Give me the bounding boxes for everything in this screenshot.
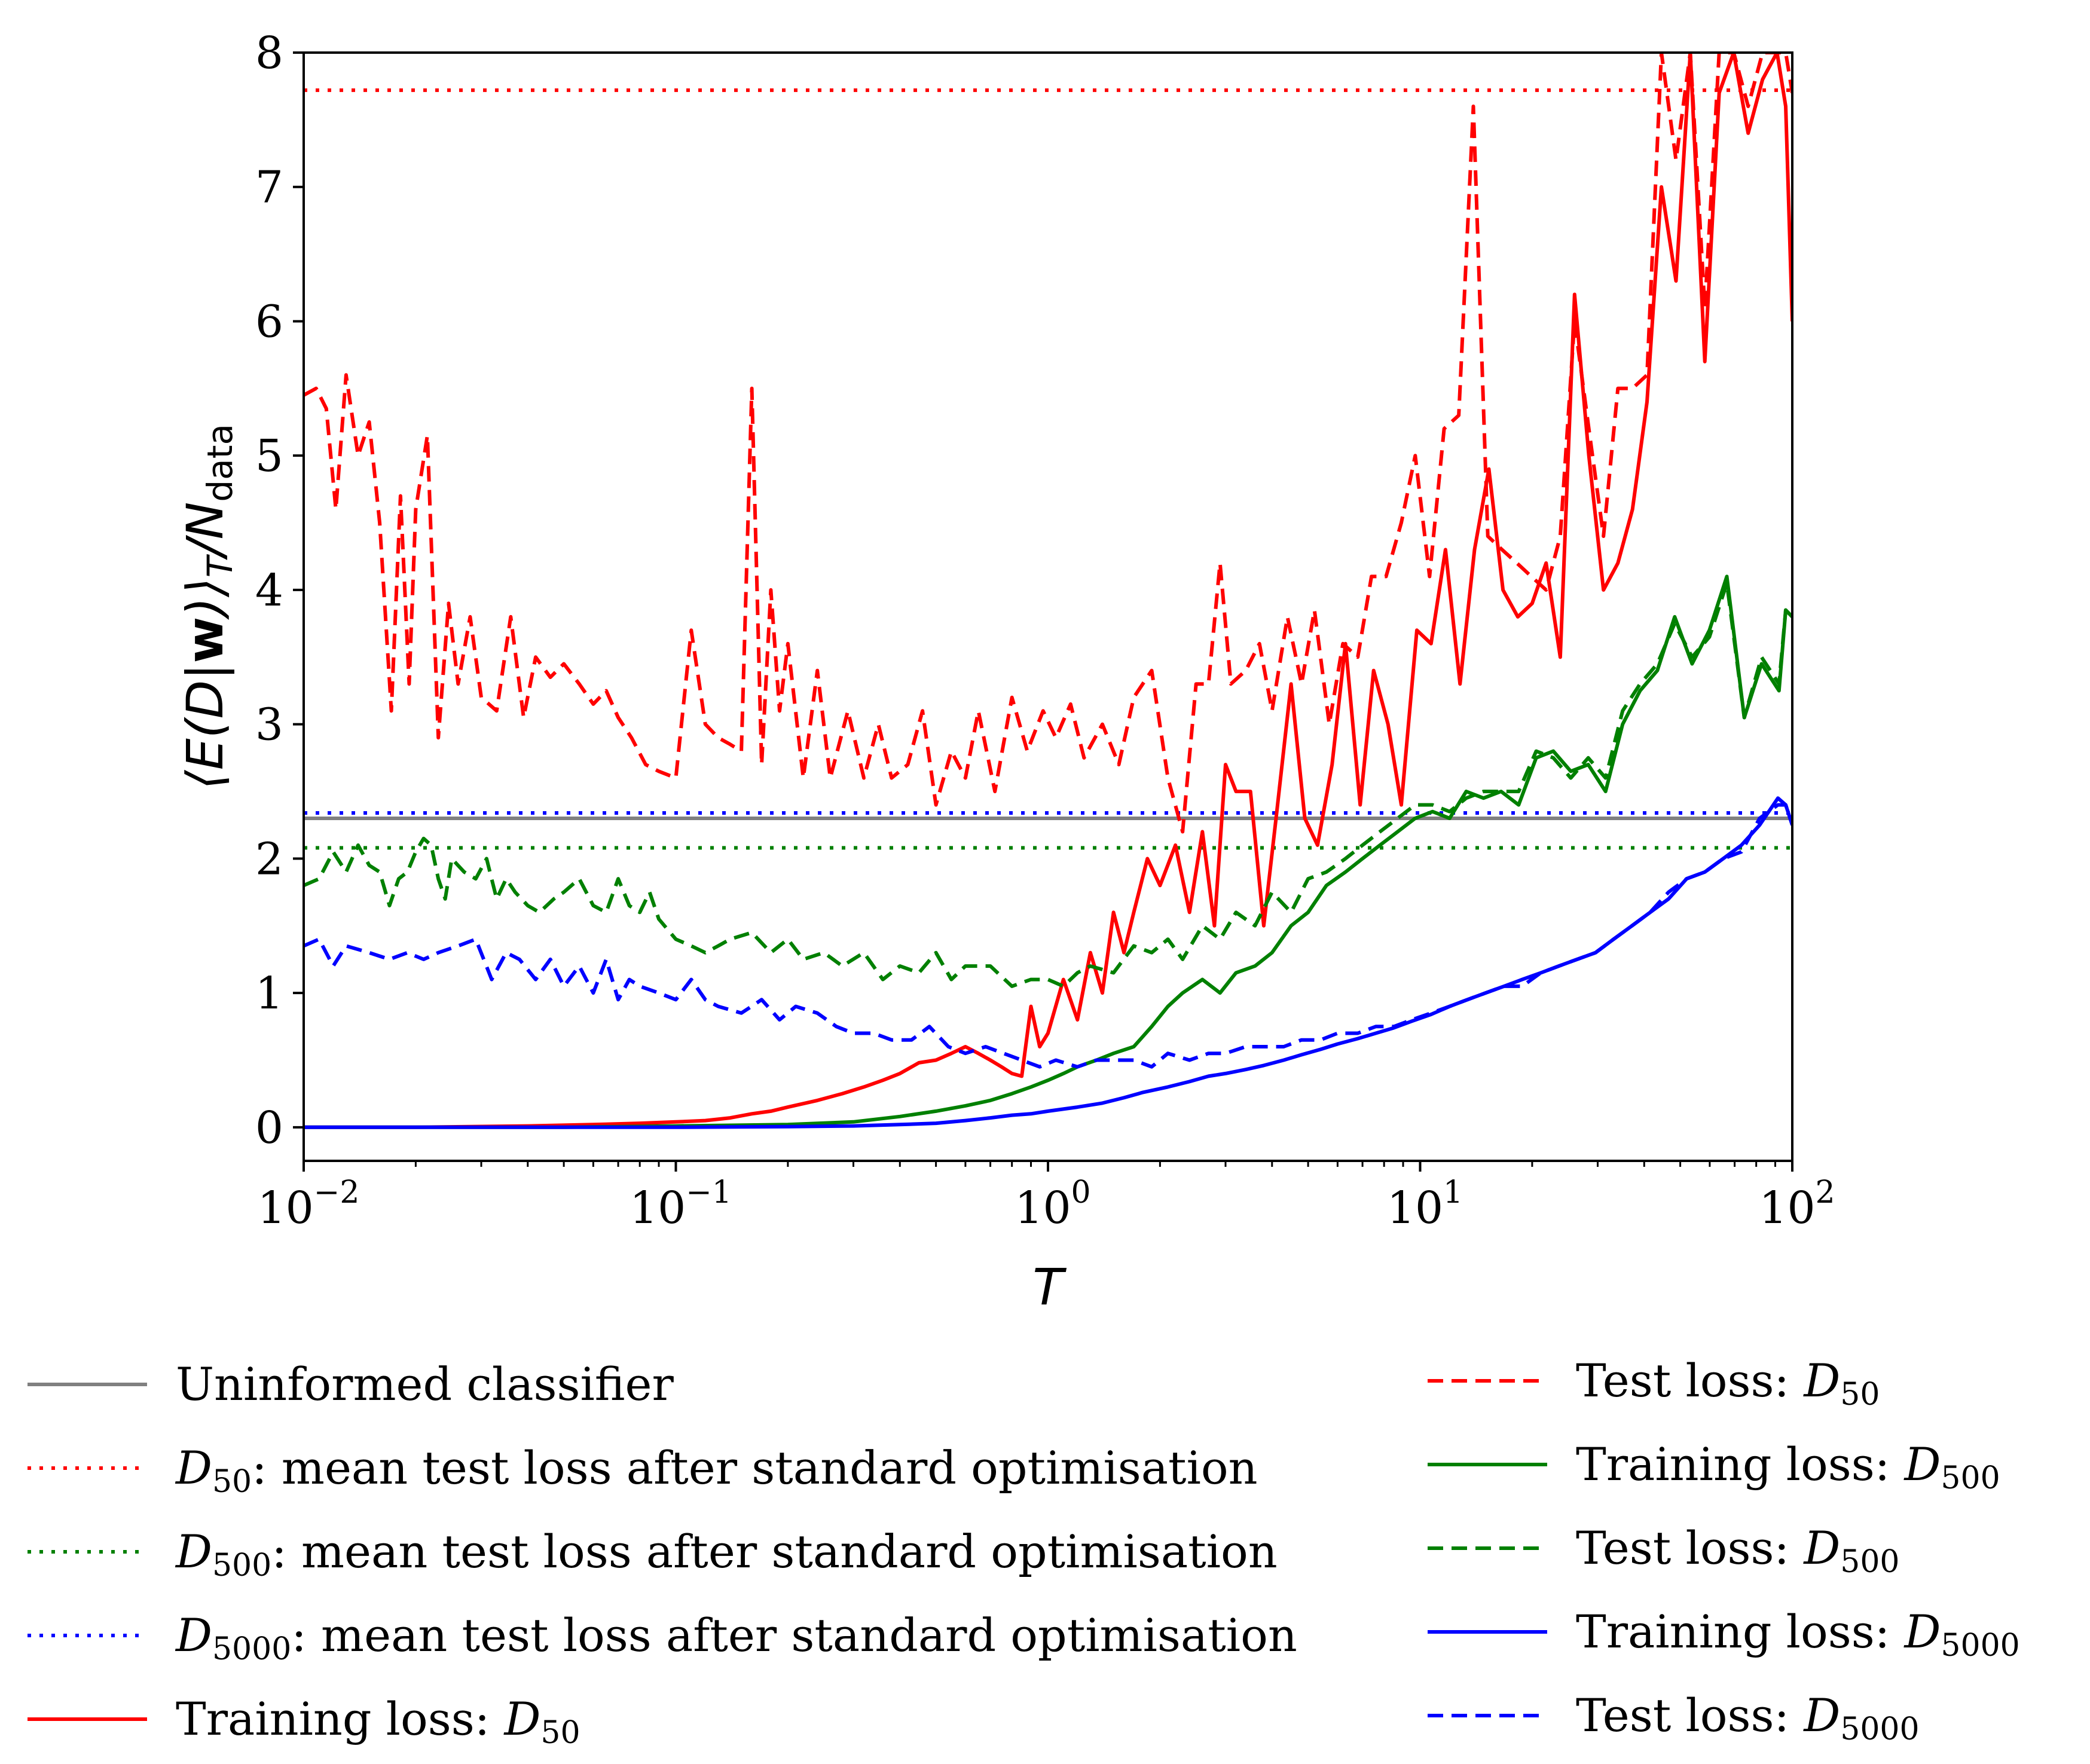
axes: 0 1 2 3 4 5 6 7 8 10−2 10−1 100 101 102 T ⟨E(D|w)⟩T/Nda… <box>176 27 1835 1316</box>
y-tick-label-7: 7 <box>255 162 283 213</box>
x-axis-label: T <box>1032 1258 1067 1316</box>
plot-clip-group <box>304 53 1792 1129</box>
x-tick-label-3: 101 <box>1387 1175 1463 1234</box>
series-line-3 <box>304 574 1792 1129</box>
legend-label-9: Test loss: D5000 <box>1576 1689 1920 1747</box>
legend-label-1: D50: mean test loss after standard optim… <box>175 1441 1258 1500</box>
x-tick-label-1: 10−1 <box>630 1175 732 1234</box>
y-tick-label-4: 4 <box>255 565 283 616</box>
axes-frame <box>302 51 1793 1162</box>
y-tick-label-3: 3 <box>255 699 283 751</box>
legend-label-6: Training loss: D500 <box>1576 1438 2000 1496</box>
plot-area <box>304 53 1792 1129</box>
legend-label-4: Training loss: D50 <box>176 1692 580 1751</box>
series-line-5 <box>304 796 1792 1129</box>
legend-label-7: Test loss: D500 <box>1576 1521 1900 1580</box>
legend-label-0: Uninformed classifier <box>176 1358 674 1411</box>
legend-label-2: D500: mean test loss after standard opti… <box>175 1525 1278 1583</box>
y-tick-label-5: 5 <box>255 430 283 482</box>
x-tick-label-4: 102 <box>1759 1175 1835 1234</box>
y-axis-label: ⟨E(D|w)⟩T/Ndata <box>176 424 240 790</box>
y-tick-label-2: 2 <box>255 833 283 885</box>
legend-label-3: D5000: mean test loss after standard opt… <box>175 1609 1297 1667</box>
x-tick-label-2: 100 <box>1015 1175 1090 1234</box>
legend: Uninformed classifier D50: mean test loss… <box>28 1354 2020 1751</box>
series-line-2 <box>304 581 1792 988</box>
y-tick-label-6: 6 <box>255 296 283 347</box>
y-tick-label-8: 8 <box>255 27 283 79</box>
y-tick-label-1: 1 <box>255 968 283 1019</box>
legend-label-5: Test loss: D50 <box>1576 1354 1880 1413</box>
legend-label-8: Training loss: D5000 <box>1576 1605 2020 1664</box>
y-tick-label-0: 0 <box>255 1102 283 1154</box>
series-line-1 <box>304 53 1792 1129</box>
x-tick-label-0: 10−2 <box>258 1175 360 1234</box>
